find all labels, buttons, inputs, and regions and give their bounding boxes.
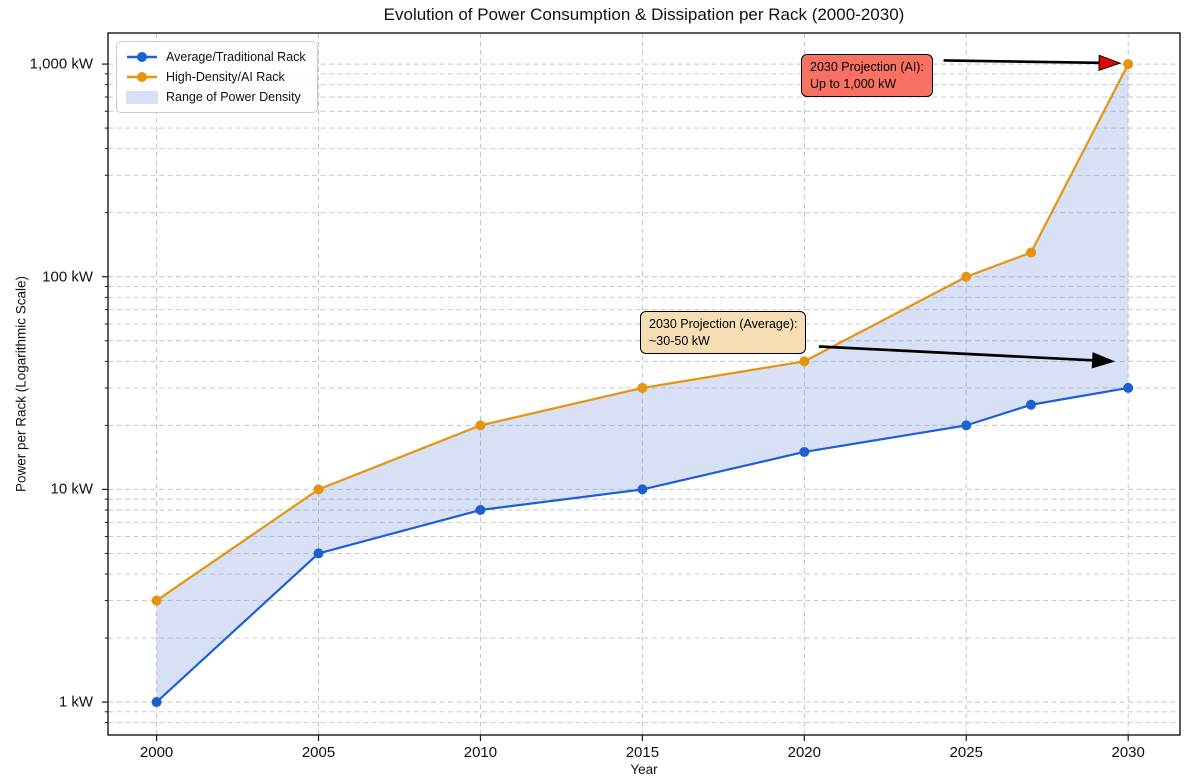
- y-tick-label: 10 kW: [50, 480, 93, 498]
- annotation-arrow-ai: [943, 54, 1122, 72]
- y-axis-label: Power per Rack (Logarithmic Scale): [13, 275, 29, 493]
- x-tick-label: 2030: [1111, 744, 1145, 761]
- y-tick-label: 100 kW: [42, 268, 93, 286]
- x-tick-label: 2010: [463, 744, 498, 761]
- annotation-average-line2: ~30-50 kW: [649, 333, 710, 348]
- data-point-marker: [799, 446, 810, 457]
- annotation-ai-line2: Up to 1,000 kW: [810, 76, 897, 91]
- x-axis-label: Year: [630, 762, 658, 777]
- x-tick-label: 2005: [301, 744, 336, 761]
- data-point-marker: [799, 356, 810, 367]
- legend-item-range: Range of Power Density: [126, 89, 306, 105]
- x-tick-label: 2025: [949, 744, 983, 761]
- data-point-marker: [151, 595, 162, 606]
- tick-marks: [102, 63, 1129, 741]
- series-average-rack: [151, 382, 1134, 708]
- chart-title: Evolution of Power Consumption & Dissipa…: [383, 5, 905, 24]
- legend: Average/Traditional Rack High-Density/AI…: [116, 41, 318, 113]
- data-point-marker: [961, 271, 972, 282]
- legend-item-average-rack: Average/Traditional Rack: [126, 49, 306, 65]
- gridlines: [108, 33, 1180, 735]
- data-point-marker: [151, 697, 162, 708]
- y-tick-label: 1,000 kW: [29, 55, 93, 73]
- annotation-ai-line1: 2030 Projection (AI):: [810, 60, 924, 74]
- data-point-marker: [313, 484, 324, 495]
- legend-patch-range-icon: [126, 90, 158, 104]
- data-point-marker: [1123, 382, 1134, 393]
- series-ai-rack: [151, 59, 1134, 606]
- legend-label-ai-rack: High-Density/AI Rack: [166, 70, 285, 84]
- annotation-arrow-average: [818, 345, 1116, 369]
- data-point-marker: [1026, 247, 1037, 258]
- data-point-marker: [1026, 399, 1037, 410]
- data-point-marker: [475, 420, 486, 431]
- legend-label-range: Range of Power Density: [166, 90, 301, 104]
- legend-line-marker-orange-icon: [127, 72, 157, 82]
- data-point-marker: [961, 420, 972, 431]
- annotation-average-line1: 2030 Projection (Average):: [649, 317, 798, 331]
- annotation-average-projection: 2030 Projection (Average): ~30-50 kW: [640, 311, 807, 354]
- x-tick-label: 2000: [139, 744, 174, 761]
- data-point-marker: [313, 548, 324, 559]
- annotation-ai-projection: 2030 Projection (AI): Up to 1,000 kW: [801, 54, 933, 97]
- power-density-band: [156, 64, 1129, 703]
- data-point-marker: [637, 382, 648, 393]
- plot-border: [107, 32, 1181, 736]
- data-point-marker: [1123, 59, 1134, 70]
- legend-label-average-rack: Average/Traditional Rack: [166, 50, 306, 64]
- data-point-marker: [637, 484, 648, 495]
- y-tick-label: 1 kW: [58, 693, 93, 711]
- x-tick-label: 2020: [787, 744, 821, 761]
- x-tick-label: 2015: [625, 744, 660, 761]
- legend-line-marker-blue-icon: [127, 52, 157, 62]
- data-point-marker: [475, 505, 486, 516]
- legend-item-ai-rack: High-Density/AI Rack: [126, 69, 306, 85]
